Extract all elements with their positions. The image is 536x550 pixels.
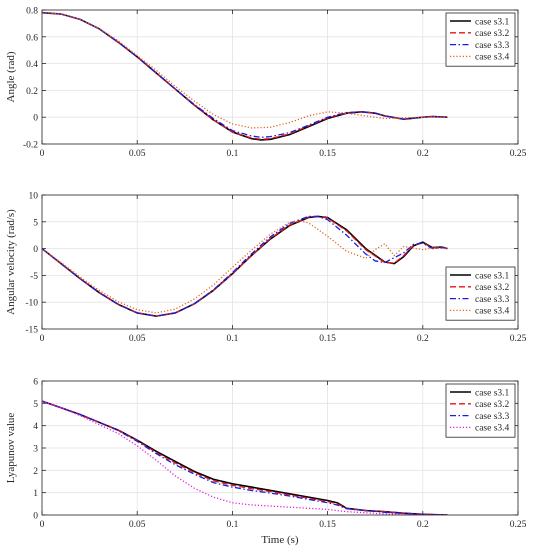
y-tick-label: 4 <box>33 422 38 432</box>
legend-label-2: case s3.2 <box>475 283 510 293</box>
legend-label-1: case s3.1 <box>475 17 510 27</box>
y-tick-label: 0 <box>33 245 38 255</box>
y-tick-label: -5 <box>30 272 38 282</box>
x-tick-label: 0 <box>40 520 45 530</box>
legend: case s3.1 case s3.2 case s3.3 case s3.4 <box>445 383 516 438</box>
axes-frame <box>41 194 519 330</box>
plot-area <box>42 195 518 329</box>
x-tick-label: 0.15 <box>319 149 336 159</box>
y-tick-label: 1 <box>33 489 38 499</box>
y-tick-label: -15 <box>25 326 38 336</box>
x-tick-label: 0.15 <box>319 334 336 344</box>
legend: case s3.1 case s3.2 case s3.3 case s3.4 <box>445 12 516 67</box>
x-tick-label: 0.2 <box>417 520 429 530</box>
chart-panel-1: 0 0.05 0.1 0.15 0.2 0.25-0.200.20.40.60.8Angl… <box>5 7 527 160</box>
x-tick-label: 0.1 <box>226 149 238 159</box>
series-line-4 <box>42 12 448 129</box>
x-tick-label: 0 <box>40 149 45 159</box>
legend-label-3: case s3.3 <box>475 295 510 305</box>
legend-label-4: case s3.4 <box>475 53 510 63</box>
x-tick-label: 0.05 <box>129 334 146 344</box>
legend-box <box>445 12 516 67</box>
x-tick-label: 0.25 <box>510 520 527 530</box>
y-axis-label: Angular velocity (rad/s) <box>5 209 17 315</box>
y-tick-label: 5 <box>33 218 38 228</box>
legend-label-3: case s3.3 <box>475 412 510 422</box>
legend-label-1: case s3.1 <box>475 388 510 398</box>
legend-label-2: case s3.2 <box>475 29 510 39</box>
y-tick-label: 5 <box>33 400 38 410</box>
y-tick-label: 10 <box>29 192 39 202</box>
x-tick-label: 0 <box>40 334 45 344</box>
legend-label-4: case s3.4 <box>475 424 510 434</box>
x-tick-label: 0.25 <box>510 149 527 159</box>
x-tick-label: 0.2 <box>417 334 429 344</box>
y-axis-label: Lyapunov value <box>5 413 17 484</box>
plot-area <box>42 10 518 144</box>
series-line-4 <box>42 220 448 314</box>
series-line-2 <box>42 12 448 140</box>
y-tick-label: 0 <box>33 114 38 124</box>
x-tick-label: 0.05 <box>129 149 146 159</box>
legend-label-3: case s3.3 <box>475 41 510 51</box>
y-tick-label: 0.4 <box>26 60 38 70</box>
y-tick-label: 0 <box>33 512 38 522</box>
legend: case s3.1 case s3.2 case s3.3 case s3.4 <box>445 266 516 321</box>
legend-label-1: case s3.1 <box>475 271 510 281</box>
x-tick-label: 0.1 <box>226 334 238 344</box>
y-tick-label: 6 <box>33 378 38 388</box>
legend-label-2: case s3.2 <box>475 400 510 410</box>
x-tick-label: 0.05 <box>129 520 146 530</box>
series-group <box>42 11 448 141</box>
legend-box <box>445 266 516 321</box>
y-tick-label: 0.8 <box>26 7 38 17</box>
chart-panel-2: 0 0.05 0.1 0.15 0.2 0.25 -15 -10 -5 0 5 10 Angular v… <box>5 192 527 345</box>
axes-frame <box>41 9 519 145</box>
x-axis-label: Time (s) <box>261 534 299 546</box>
y-tick-label: -10 <box>25 299 38 309</box>
y-tick-label: -0.2 <box>23 141 38 151</box>
y-tick-label: 0.6 <box>26 33 38 43</box>
y-tick-label: 2 <box>33 467 38 477</box>
x-tick-label: 0.2 <box>417 149 429 159</box>
series-group <box>42 400 448 515</box>
y-tick-label: 0.2 <box>26 87 38 97</box>
x-tick-label: 0.15 <box>319 520 336 530</box>
y-axis-label: Angle (rad) <box>5 51 17 102</box>
x-tick-label: 0.25 <box>510 334 527 344</box>
series-line-3 <box>42 400 448 515</box>
legend-label-4: case s3.4 <box>475 307 510 317</box>
legend-box <box>445 383 516 438</box>
x-tick-label: 0.1 <box>226 520 238 530</box>
y-tick-label: 3 <box>33 445 38 455</box>
chart-panel-3: 0 0.05 0.1 0.15 0.2 0.25 0 1 2 3 4 5 6 Lyapunov value… <box>5 378 527 547</box>
series-group <box>42 215 448 317</box>
